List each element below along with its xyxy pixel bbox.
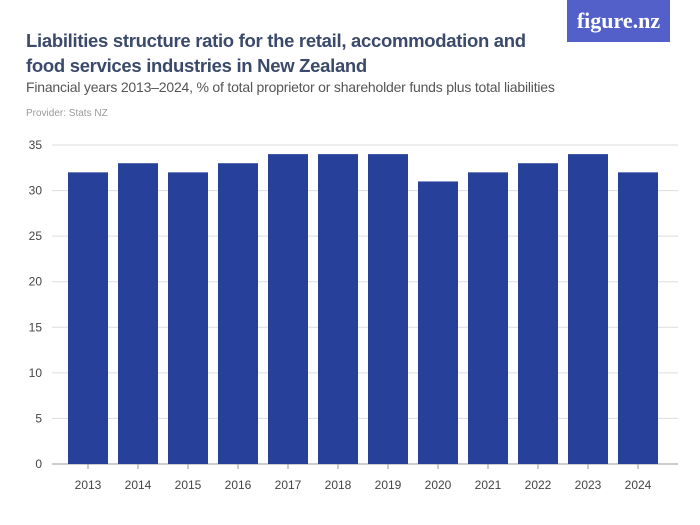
bar-2018	[318, 154, 358, 464]
y-tick-label: 25	[29, 229, 43, 243]
chart-title: Liabilities structure ratio for the reta…	[26, 30, 526, 76]
bar-2016	[218, 163, 258, 464]
y-tick-label: 20	[29, 275, 43, 289]
y-tick-label: 15	[29, 320, 43, 334]
x-tick-label: 2023	[575, 478, 602, 492]
chart-subtitle: Financial years 2013–2024, % of total pr…	[26, 79, 555, 95]
x-tick-label: 2019	[375, 478, 402, 492]
y-tick-label: 35	[29, 138, 43, 152]
y-tick-label: 30	[29, 184, 43, 198]
x-tick-label: 2013	[75, 478, 102, 492]
figure-nz-logo[interactable]: figure.nz	[567, 0, 670, 42]
bar-2014	[118, 163, 158, 464]
bar-2024	[618, 172, 658, 465]
y-tick-label: 0	[35, 457, 42, 471]
bar-2019	[368, 154, 408, 464]
x-tick-label: 2014	[125, 478, 152, 492]
bar-2020	[418, 181, 458, 464]
bar-2017	[268, 154, 308, 464]
x-tick-label: 2020	[425, 478, 452, 492]
x-tick-label: 2016	[225, 478, 252, 492]
bar-2022	[518, 163, 558, 464]
x-tick-label: 2022	[525, 478, 552, 492]
x-tick-label: 2018	[325, 478, 352, 492]
x-tick-label: 2024	[625, 478, 652, 492]
bar-2023	[568, 154, 608, 464]
bar-2021	[468, 172, 508, 465]
x-tick-label: 2015	[175, 478, 202, 492]
x-tick-label: 2017	[275, 478, 302, 492]
y-tick-label: 10	[29, 366, 43, 380]
bar-2015	[168, 172, 208, 465]
provider-label: Provider: Stats NZ	[26, 108, 108, 119]
bar-2013	[68, 172, 108, 465]
y-tick-label: 5	[35, 411, 42, 425]
x-tick-label: 2021	[475, 478, 502, 492]
